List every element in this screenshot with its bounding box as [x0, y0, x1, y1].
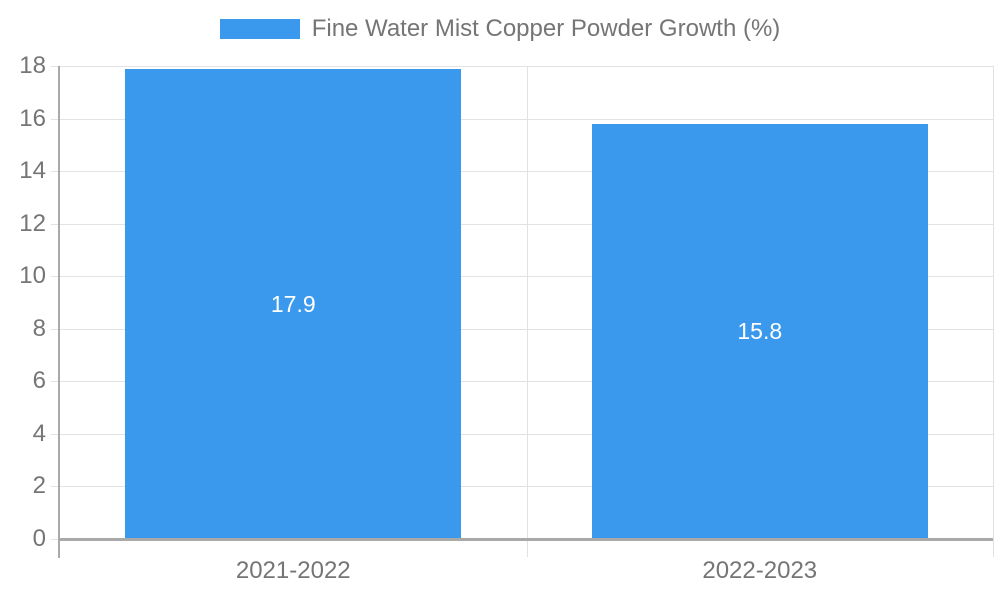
- y-tick-mark: [51, 224, 60, 225]
- legend: Fine Water Mist Copper Powder Growth (%): [0, 15, 1000, 43]
- y-tick-mark: [51, 119, 60, 120]
- bar-value-label: 17.9: [270, 290, 316, 317]
- y-tick-mark: [51, 434, 60, 435]
- y-gridline: [60, 381, 993, 382]
- legend-swatch: [219, 19, 300, 39]
- y-tick-label: 12: [19, 210, 46, 237]
- y-gridline: [60, 486, 993, 487]
- y-tick-label: 18: [19, 52, 46, 79]
- x-tick-label: 2021-2022: [235, 557, 351, 584]
- y-tick-label: 6: [32, 367, 46, 394]
- legend-label: Fine Water Mist Copper Powder Growth (%): [311, 15, 781, 42]
- y-tick-mark: [51, 171, 60, 172]
- y-axis-line: [58, 66, 60, 558]
- y-tick-label: 4: [32, 420, 46, 447]
- y-tick-label: 14: [19, 157, 46, 184]
- x-axis-line: [60, 538, 993, 541]
- y-tick-label: 8: [32, 315, 46, 342]
- y-gridline: [60, 434, 993, 435]
- y-tick-mark: [51, 539, 60, 540]
- x-tick-label: 2022-2023: [702, 557, 818, 584]
- category-boundary-gridline: [527, 66, 528, 557]
- y-tick-label: 2: [32, 472, 46, 499]
- category-boundary-gridline: [993, 66, 994, 557]
- y-tick-mark: [51, 381, 60, 382]
- y-gridline: [60, 276, 993, 277]
- bar-2022-2023: [591, 123, 928, 539]
- y-tick-label: 16: [19, 105, 46, 132]
- y-gridline: [60, 66, 993, 67]
- y-tick-label: 0: [32, 525, 46, 552]
- y-gridline: [60, 171, 993, 172]
- y-tick-mark: [51, 276, 60, 277]
- y-gridline: [60, 119, 993, 120]
- y-tick-mark: [51, 486, 60, 487]
- y-gridline: [60, 329, 993, 330]
- y-tick-label: 10: [19, 262, 46, 289]
- bar-2021-2022: [125, 68, 462, 539]
- y-gridline: [60, 224, 993, 225]
- y-tick-mark: [51, 329, 60, 330]
- y-tick-mark: [51, 66, 60, 67]
- bar-value-label: 15.8: [737, 318, 783, 345]
